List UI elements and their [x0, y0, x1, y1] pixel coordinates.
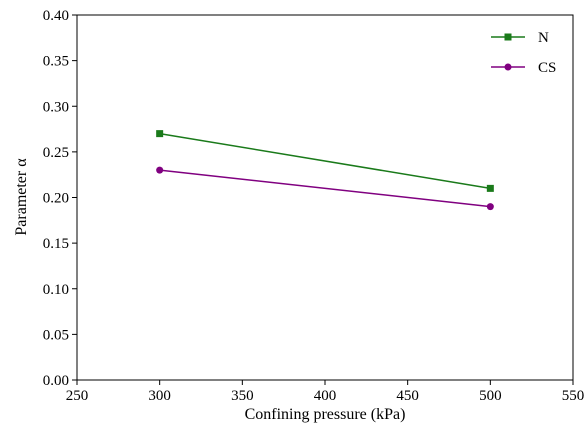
x-tick-label: 300: [148, 388, 171, 404]
data-point-n: [156, 130, 164, 138]
legend-marker-cs: [504, 63, 512, 71]
y-tick-label: 0.30: [43, 99, 69, 115]
y-axis-ticks: 0.00 0.05 0.10 0.15 0.20 0.25 0.30 0.35 0.40: [43, 8, 77, 389]
y-axis-title: Parameter α: [13, 158, 30, 236]
y-tick-label: 0.40: [43, 8, 69, 24]
y-tick-label: 0.15: [43, 236, 69, 252]
y-tick-label: 0.10: [43, 282, 69, 298]
x-tick-label: 500: [479, 388, 502, 404]
y-tick-label: 0.00: [43, 373, 69, 389]
legend-label-n: N: [538, 30, 549, 46]
y-tick-label: 0.35: [43, 54, 69, 70]
data-point-cs: [486, 203, 494, 211]
y-tick-label: 0.25: [43, 145, 69, 161]
y-tick-label: 0.20: [43, 191, 69, 207]
legend: N CS: [491, 30, 556, 76]
y-tick-label: 0.05: [43, 327, 69, 343]
data-point-cs: [156, 166, 164, 174]
x-axis-title: Confining pressure (kPa): [245, 406, 406, 423]
series-line-n: [159, 132, 491, 190]
series-line-cs: [159, 169, 491, 208]
x-tick-label: 550: [562, 388, 585, 404]
series-layer: [156, 130, 494, 211]
x-tick-label: 250: [66, 388, 89, 404]
legend-label-cs: CS: [538, 60, 556, 76]
x-axis-ticks: 250 300 350 400 450 500 550: [66, 380, 585, 404]
data-point-n: [486, 184, 494, 192]
legend-marker-n: [504, 33, 512, 41]
plot-area: [76, 14, 574, 381]
x-tick-label: 400: [314, 388, 337, 404]
x-tick-label: 350: [231, 388, 254, 404]
x-tick-label: 450: [396, 388, 419, 404]
